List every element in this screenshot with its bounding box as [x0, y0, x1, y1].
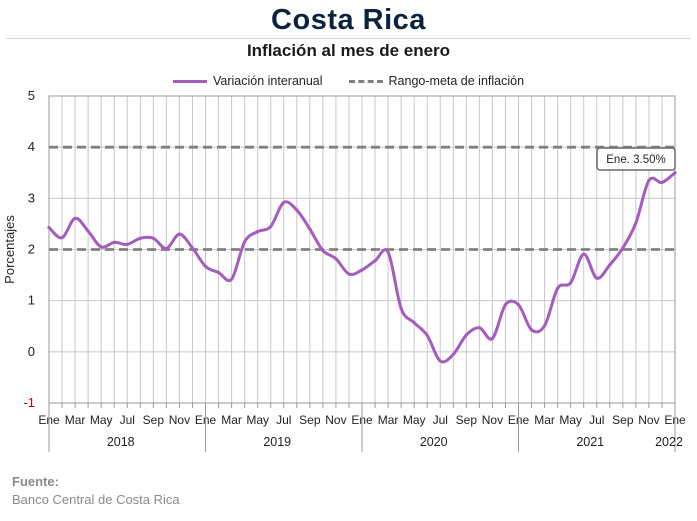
data-point: [386, 250, 390, 254]
data-point: [99, 245, 103, 249]
x-tick-label: Sep: [456, 413, 478, 427]
y-tick-label: 3: [28, 190, 35, 205]
x-tick-label: Mar: [221, 413, 242, 427]
data-point: [477, 326, 481, 330]
legend-label-variacion: Variación interanual: [212, 74, 323, 88]
data-point: [634, 221, 638, 225]
legend-label-rango-meta: Rango-meta de inflación: [388, 74, 525, 88]
data-point: [425, 333, 429, 338]
data-point: [529, 328, 534, 332]
x-tick-label: Jul: [589, 413, 604, 427]
x-tick-label: Nov: [169, 413, 190, 427]
data-point: [582, 252, 586, 256]
data-point: [243, 240, 247, 244]
data-point: [229, 277, 234, 281]
year-label: 2022: [655, 435, 683, 449]
source-label: Fuente:: [12, 474, 59, 489]
year-label: 2019: [263, 435, 291, 449]
data-point: [190, 246, 195, 250]
y-tick-label: 5: [28, 88, 35, 103]
data-point: [438, 359, 442, 363]
data-point: [86, 229, 90, 233]
data-point: [556, 286, 560, 290]
data-point: [308, 227, 312, 231]
x-tick-label: May: [403, 413, 426, 427]
x-tick-label: Nov: [482, 413, 503, 427]
data-point: [490, 336, 495, 341]
data-point: [542, 324, 547, 328]
data-point: [412, 321, 416, 325]
x-tick-label: Sep: [143, 413, 165, 427]
legend-swatch-line: [172, 79, 207, 83]
data-point: [60, 236, 64, 240]
source-text: Banco Central de Costa Rica: [12, 492, 180, 507]
data-point: [47, 225, 51, 230]
x-tick-label: Nov: [638, 413, 659, 427]
data-point: [451, 352, 455, 356]
data-point: [503, 303, 508, 307]
y-axis-label: Porcentajes: [2, 215, 17, 284]
title-divider: [6, 38, 691, 39]
chart-legend: Variación interanual Rango-meta de infla…: [0, 74, 697, 88]
legend-item-variacion: Variación interanual: [172, 74, 323, 88]
data-point: [269, 224, 273, 229]
data-point: [203, 264, 208, 268]
x-tick-label: May: [90, 413, 113, 427]
data-point: [347, 272, 351, 276]
x-tick-label: Nov: [325, 413, 346, 427]
data-point: [334, 257, 338, 261]
data-point: [256, 229, 260, 234]
data-point: [295, 208, 299, 212]
data-point: [112, 240, 116, 244]
x-tick-label: Jul: [120, 413, 135, 427]
page-title: Costa Rica: [271, 4, 426, 36]
y-tick-label: 4: [28, 139, 35, 154]
data-point: [177, 232, 182, 236]
data-point: [621, 246, 625, 250]
data-point: [608, 263, 612, 267]
data-point: [569, 281, 573, 285]
x-tick-label: Mar: [378, 413, 399, 427]
data-point: [399, 306, 403, 310]
y-tick-label: 2: [28, 242, 35, 257]
annotation-label: Ene. 3.50%: [606, 154, 665, 166]
data-point: [360, 268, 364, 272]
y-tick-label: 0: [28, 344, 35, 359]
x-tick-label: May: [559, 413, 582, 427]
data-point: [125, 242, 129, 246]
x-tick-label: Sep: [299, 413, 321, 427]
chart-subtitle: Inflación al mes de enero: [246, 41, 451, 60]
data-point: [282, 200, 286, 205]
y-tick-label: -1: [23, 395, 35, 410]
data-point: [673, 171, 677, 175]
x-tick-label: Jul: [433, 413, 448, 427]
data-point: [164, 246, 168, 251]
year-label: 2018: [107, 435, 135, 449]
legend-swatch-dash: [348, 79, 383, 83]
legend-item-rango-meta: Rango-meta de inflación: [348, 74, 525, 88]
data-point: [464, 333, 468, 337]
data-point: [595, 276, 599, 280]
data-point: [73, 216, 77, 220]
x-tick-label: Mar: [534, 413, 555, 427]
data-point: [647, 178, 651, 183]
x-tick-label: Mar: [65, 413, 86, 427]
data-point: [516, 303, 521, 307]
year-label: 2021: [576, 435, 604, 449]
x-tick-label: May: [246, 413, 269, 427]
y-tick-label: 1: [28, 293, 35, 308]
data-point: [660, 180, 664, 185]
data-point: [373, 259, 377, 263]
annotation-box: [596, 147, 676, 171]
x-tick-label: Sep: [612, 413, 634, 427]
data-point: [321, 248, 325, 253]
data-point: [138, 236, 142, 240]
data-point: [151, 236, 155, 240]
x-tick-label: Jul: [276, 413, 291, 427]
year-label: 2020: [420, 435, 448, 449]
data-point: [216, 270, 221, 275]
